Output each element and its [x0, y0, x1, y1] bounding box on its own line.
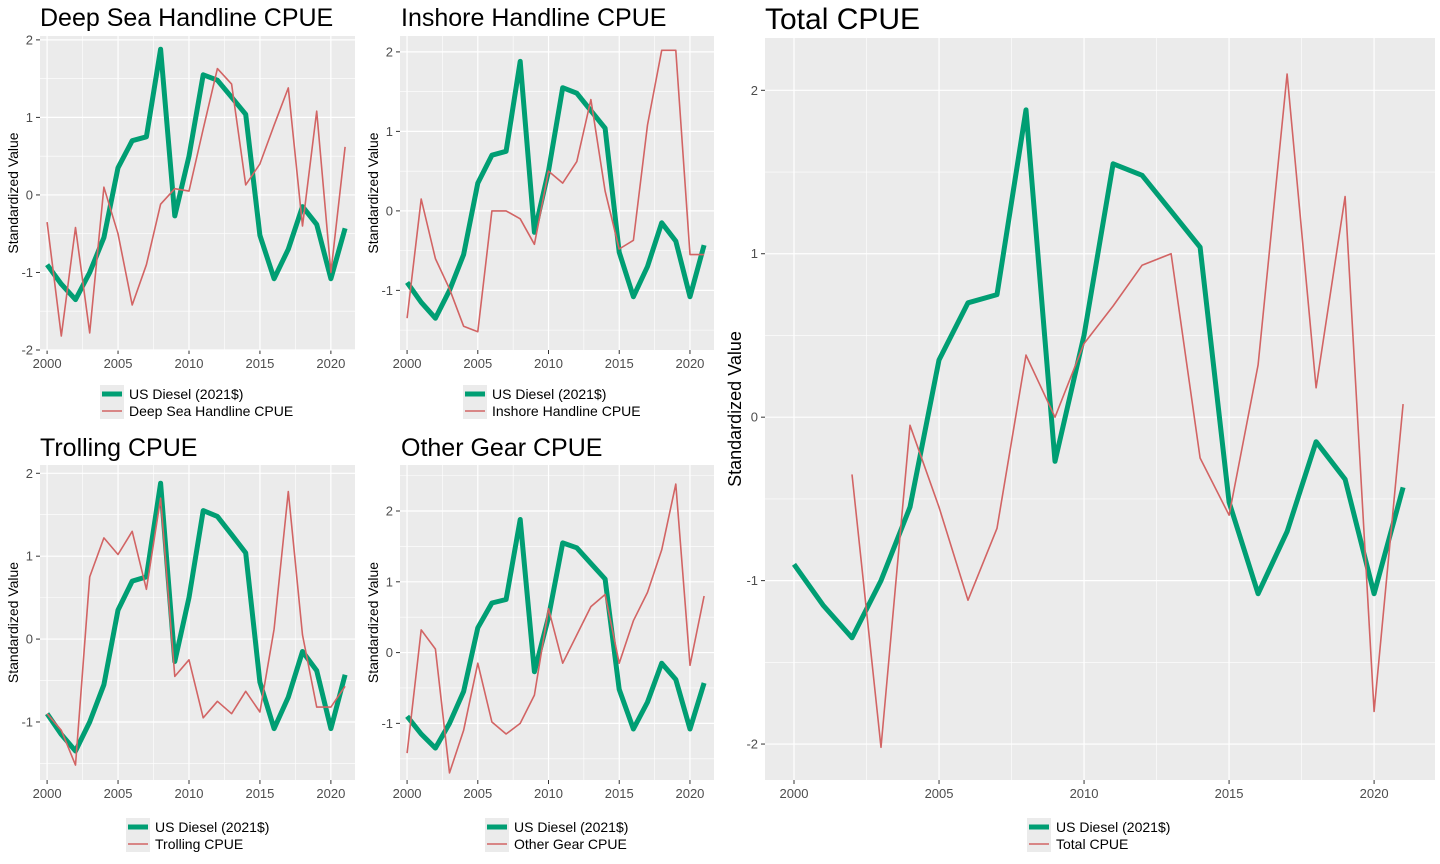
x-tick-label: 2010 — [1070, 786, 1099, 801]
y-axis-label: Standardized Value — [365, 562, 381, 683]
series-line-diesel — [405, 517, 707, 751]
panel-title: Deep Sea Handline CPUE — [40, 4, 333, 32]
legend-label: US Diesel (2021$) — [1056, 819, 1170, 835]
x-tick-label: 2000 — [33, 786, 62, 801]
y-axis-label: Standardized Value — [365, 132, 381, 253]
y-tick-label: -1 — [21, 714, 33, 729]
plot-panel-3: 2000 2005 2010 2015 2020 -1 0 1 2 Trolling CPUE St… — [5, 434, 355, 852]
x-tick-label: 2015 — [605, 786, 634, 801]
y-tick-label: 0 — [386, 203, 393, 218]
series-line-diesel — [405, 58, 707, 321]
legend: US Diesel (2021$)Deep Sea Handline CPUE — [100, 385, 293, 419]
y-tick-label: 1 — [386, 574, 393, 589]
legend: US Diesel (2021$)Other Gear CPUE — [485, 818, 628, 852]
x-tick-label: 2015 — [245, 786, 274, 801]
legend: US Diesel (2021$)Trolling CPUE — [126, 818, 269, 852]
y-tick-label: 2 — [751, 83, 758, 98]
plot-panel-2: 2000 2005 2010 2015 2020 -1 0 1 2 Inshore Handlin… — [365, 4, 714, 419]
series-line-cpue — [851, 73, 1404, 749]
y-tick-label: 0 — [26, 187, 33, 202]
x-tick-label: 2000 — [393, 786, 422, 801]
y-axis-label: Standardized Value — [725, 331, 745, 487]
series-line-cpue — [406, 49, 705, 333]
y-tick-label: -1 — [21, 265, 33, 280]
x-tick-label: 2020 — [1360, 786, 1389, 801]
legend-label: US Diesel (2021$) — [155, 819, 269, 835]
x-tick-label: 2005 — [925, 786, 954, 801]
x-tick-label: 2000 — [33, 356, 62, 371]
y-tick-label: 1 — [26, 549, 33, 564]
panel-background — [400, 465, 714, 780]
x-tick-label: 2010 — [175, 786, 204, 801]
y-tick-label: -1 — [746, 573, 758, 588]
x-tick-label: 2010 — [175, 356, 204, 371]
y-tick-label: -1 — [381, 283, 393, 298]
y-tick-label: -2 — [21, 343, 33, 358]
x-tick-label: 2000 — [780, 786, 809, 801]
x-tick-label: 2010 — [534, 786, 563, 801]
plot-panel-1: 2000 2005 2010 2015 2020 -2 -1 0 1 2 Deep Sea Hand… — [5, 4, 355, 419]
legend-label: US Diesel (2021$) — [514, 819, 628, 835]
x-tick-label: 2020 — [675, 786, 704, 801]
x-tick-label: 2015 — [605, 356, 634, 371]
series-line-cpue — [46, 67, 346, 337]
legend-label: US Diesel (2021$) — [129, 386, 243, 402]
plot-panel-5: 2000 2005 2010 2015 2020 -2 -1 0 1 2 Total CPUE Sta… — [725, 3, 1435, 852]
y-tick-label: 1 — [26, 110, 33, 125]
panel-background — [765, 38, 1435, 780]
y-tick-label: 1 — [751, 246, 758, 261]
legend-label: Trolling CPUE — [155, 836, 243, 852]
y-tick-label: 2 — [386, 44, 393, 59]
x-tick-label: 2020 — [316, 786, 345, 801]
x-tick-label: 2015 — [1215, 786, 1244, 801]
panel-title: Other Gear CPUE — [401, 434, 602, 462]
y-tick-label: 2 — [26, 466, 33, 481]
x-tick-label: 2020 — [675, 356, 704, 371]
y-tick-label: 0 — [26, 632, 33, 647]
series-line-diesel — [45, 480, 348, 754]
series-line-diesel — [791, 107, 1406, 641]
panel-title: Total CPUE — [765, 3, 920, 36]
x-tick-label: 2020 — [316, 356, 345, 371]
y-tick-label: -1 — [381, 716, 393, 731]
legend-label: Total CPUE — [1056, 836, 1128, 852]
x-tick-label: 2005 — [463, 786, 492, 801]
panel-background — [40, 36, 355, 350]
legend-label: US Diesel (2021$) — [492, 386, 606, 402]
y-tick-label: -2 — [746, 737, 758, 752]
y-tick-label: 2 — [386, 504, 393, 519]
legend-label: Deep Sea Handline CPUE — [129, 403, 293, 419]
legend-label: Inshore Handline CPUE — [492, 403, 641, 419]
y-tick-label: 0 — [751, 410, 758, 425]
y-axis-label: Standardized Value — [5, 132, 21, 253]
panel-title: Trolling CPUE — [40, 434, 197, 462]
y-axis-label: Standardized Value — [5, 562, 21, 683]
y-tick-label: 0 — [386, 645, 393, 660]
panel-background — [40, 465, 355, 780]
panel-title: Inshore Handline CPUE — [401, 4, 666, 32]
y-tick-label: 1 — [386, 124, 393, 139]
x-tick-label: 2010 — [534, 356, 563, 371]
x-tick-label: 2005 — [104, 786, 133, 801]
panel-background — [400, 36, 714, 350]
series-line-cpue — [406, 483, 705, 774]
legend: US Diesel (2021$)Inshore Handline CPUE — [463, 385, 641, 419]
y-tick-label: 2 — [26, 32, 33, 47]
x-tick-label: 2005 — [104, 356, 133, 371]
legend: US Diesel (2021$)Total CPUE — [1027, 818, 1170, 852]
plot-panel-4: 2000 2005 2010 2015 2020 -1 0 1 2 Other Gear CPUE… — [365, 434, 714, 852]
x-tick-label: 2005 — [463, 356, 492, 371]
series-line-cpue — [46, 490, 346, 766]
legend-label: Other Gear CPUE — [514, 836, 627, 852]
x-tick-label: 2015 — [245, 356, 274, 371]
x-tick-label: 2000 — [393, 356, 422, 371]
